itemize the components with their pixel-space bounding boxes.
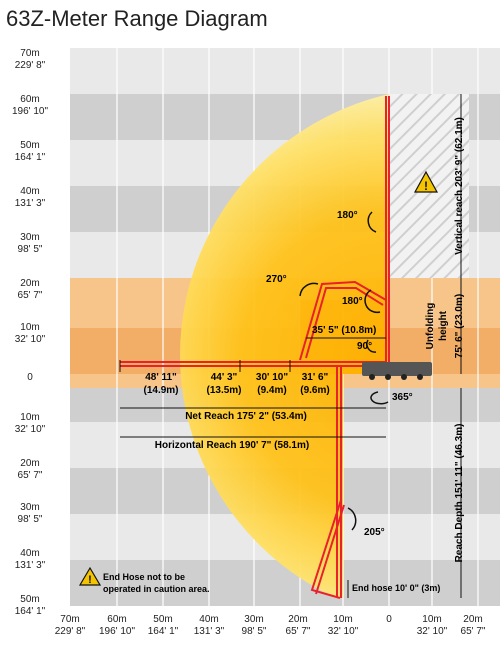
horizontal-reach: Horizontal Reach 190' 7" (58.1m) <box>155 440 309 451</box>
x-label: 20m 65' 7" <box>460 614 486 637</box>
reach-35-5: 35' 5" (10.8m) <box>312 325 376 336</box>
y-label: 50m 164' 1" <box>14 140 46 163</box>
y-label: 40m 131' 3" <box>14 548 46 571</box>
y-label: 10m 32' 10" <box>14 412 46 435</box>
truck <box>362 362 432 380</box>
y-label: 30m 98' 5" <box>17 502 43 525</box>
svg-text:!: ! <box>88 574 92 586</box>
x-label: 30m 98' 5" <box>241 614 267 637</box>
angle-205: 205° <box>364 527 385 538</box>
rotation-arrows <box>299 211 389 531</box>
vertical-reach: Vertical reach 203' 9" (62.1m) <box>454 117 465 255</box>
angle-270: 270° <box>266 274 287 285</box>
section-2-m: (13.5m) <box>206 385 241 396</box>
inner-envelope <box>300 300 389 374</box>
y-label: 20m 65' 7" <box>17 278 43 301</box>
caution-text-2: operated in caution area. <box>103 584 210 594</box>
caution-warning-icon: ! <box>78 566 102 586</box>
net-reach: Net Reach 175' 2" (53.4m) <box>185 411 307 422</box>
angle-90: 90° <box>357 341 372 352</box>
y-label: 50m 164' 1" <box>14 594 46 617</box>
x-label: 50m 164' 1" <box>147 614 179 637</box>
unfolding-height: 75' 6" (23.0m) <box>454 294 465 358</box>
x-label: 40m 131' 3" <box>193 614 225 637</box>
angle-180-top: 180° <box>337 210 358 221</box>
section-labels: 48' 11" (14.9m) 44' 3" (13.5m) 30' 10" (… <box>143 372 329 396</box>
section-1-m: (14.9m) <box>143 385 178 396</box>
unfolding-label-2: height <box>438 310 449 341</box>
y-label: 30m 98' 5" <box>17 232 43 255</box>
y-label: 60m 196' 10" <box>11 94 49 117</box>
x-label: 70m 229' 8" <box>54 614 86 637</box>
angle-180-mid: 180° <box>342 296 363 307</box>
section-1-ft: 48' 11" <box>145 372 177 383</box>
unfolding-label-1: Unfolding <box>425 303 436 350</box>
section-2-ft: 44' 3" <box>211 372 238 383</box>
y-label: 0 <box>27 372 33 383</box>
y-label: 70m 229' 8" <box>14 48 46 71</box>
y-label: 10m 32' 10" <box>14 322 46 345</box>
end-hose-depth: End hose 10' 0" (3m) <box>352 583 440 593</box>
section-4-m: (9.6m) <box>300 385 329 396</box>
boom <box>120 96 390 599</box>
annotations: 180° 270° 180° 90° 365° 205° 35' 5" (10.… <box>103 117 465 594</box>
x-label: 10m 32' 10" <box>327 614 359 637</box>
x-label: 0 <box>386 614 392 625</box>
caution-text-1: End Hose not to be <box>103 572 185 582</box>
y-label: 20m 65' 7" <box>17 458 43 481</box>
angle-365: 365° <box>392 392 413 403</box>
section-3-m: (9.4m) <box>257 385 286 396</box>
warning-icon: ! <box>413 170 439 193</box>
dimension-lines <box>119 94 462 598</box>
y-label: 40m 131' 3" <box>14 186 46 209</box>
reach-depth: Reach Depth 151' 11" (46.3m) <box>454 424 465 563</box>
page-title: 63Z-Meter Range Diagram <box>6 6 268 31</box>
section-3-ft: 30' 10" <box>256 372 288 383</box>
x-label: 20m 65' 7" <box>285 614 311 637</box>
svg-text:!: ! <box>424 179 428 193</box>
x-label: 10m 32' 10" <box>416 614 448 637</box>
x-label: 60m 196' 10" <box>98 614 136 637</box>
section-4-ft: 31' 6" <box>302 372 329 383</box>
